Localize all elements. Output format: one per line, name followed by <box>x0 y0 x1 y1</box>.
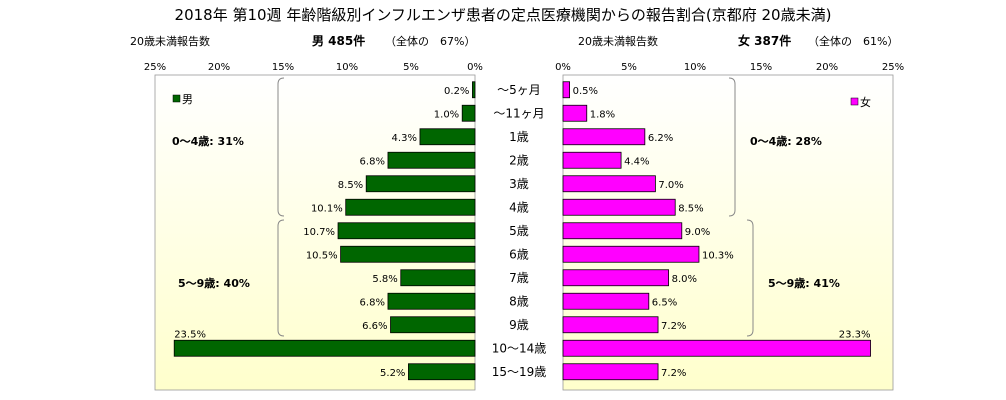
category-label: 1歳 <box>509 130 529 144</box>
female-value-label: 7.0% <box>658 180 683 191</box>
male-value-label: 4.3% <box>392 133 417 144</box>
category-label: 4歳 <box>509 200 529 214</box>
male-value-label: 6.6% <box>362 321 387 332</box>
female-value-label: 10.3% <box>702 250 734 261</box>
female-value-label: 8.0% <box>672 274 697 285</box>
female-value-label: 6.5% <box>652 297 677 308</box>
category-label: 10～14歳 <box>492 341 547 355</box>
male-summary: 男 485件 <box>312 33 365 48</box>
age-group-bracket <box>277 219 285 337</box>
age-group-bracket <box>746 219 754 337</box>
female-summary-share: （全体の 61%） <box>808 34 898 48</box>
female-x-tick-label: 15% <box>750 62 772 73</box>
female-legend-swatch <box>850 97 859 106</box>
female-x-tick-label: 10% <box>684 62 706 73</box>
male-value-label: 10.1% <box>311 203 343 214</box>
male-value-label: 8.5% <box>338 180 363 191</box>
female-x-tick-label: 25% <box>882 62 904 73</box>
male-bar <box>408 363 476 381</box>
male-caption: 20歳未満報告数 <box>130 35 210 48</box>
female-x-tick-label: 20% <box>816 62 838 73</box>
male-bar <box>173 339 476 357</box>
female-bar <box>562 363 659 381</box>
category-label: 2歳 <box>509 153 529 167</box>
male-bar <box>472 81 476 99</box>
female-bar <box>562 245 700 263</box>
female-summary: 女 387件 <box>738 33 791 48</box>
female-bar <box>562 339 871 357</box>
category-label: 6歳 <box>509 247 529 261</box>
female-bar <box>562 128 646 146</box>
male-bar <box>390 316 476 334</box>
female-value-label: 6.2% <box>648 133 673 144</box>
female-bar <box>562 292 650 310</box>
male-value-label: 6.8% <box>360 297 385 308</box>
male-legend-swatch <box>172 94 181 103</box>
male-value-label: 6.8% <box>360 156 385 167</box>
male-legend-label: 男 <box>182 93 193 106</box>
male-bar <box>365 175 476 193</box>
male-x-tick-label: 15% <box>272 62 294 73</box>
category-label: 8歳 <box>509 294 529 308</box>
category-label: 3歳 <box>509 177 529 191</box>
male-bar <box>340 245 476 263</box>
female-bar <box>562 198 676 216</box>
female-group-label-0-4: 0～4歳: 28% <box>750 134 822 148</box>
male-x-tick-label: 20% <box>208 62 230 73</box>
female-value-label: 4.4% <box>624 156 649 167</box>
female-bar <box>562 316 659 334</box>
female-bar <box>562 175 656 193</box>
female-legend-label: 女 <box>860 95 871 109</box>
female-value-label: 1.8% <box>590 109 615 120</box>
male-value-label: 23.5% <box>174 329 206 340</box>
female-bar <box>562 269 669 287</box>
male-bar <box>337 222 476 240</box>
male-x-tick-label: 10% <box>336 62 358 73</box>
female-x-tick-label: 0% <box>555 62 571 73</box>
category-label: ～5ヶ月 <box>497 83 541 97</box>
male-group-label-0-4: 0～4歳: 31% <box>172 134 244 148</box>
category-label: ～11ヶ月 <box>493 106 544 120</box>
male-value-label: 0.2% <box>444 86 469 97</box>
female-group-label-5-9: 5～9歳: 41% <box>768 276 840 290</box>
male-bar <box>419 128 476 146</box>
female-value-label: 8.5% <box>678 203 703 214</box>
female-value-label: 7.2% <box>661 321 686 332</box>
chart-title: 2018年 第10週 年齢階級別インフルエンザ患者の定点医療機関からの報告割合(… <box>175 6 832 24</box>
male-bar <box>461 104 476 122</box>
male-bar <box>387 292 476 310</box>
female-value-label: 7.2% <box>661 368 686 379</box>
female-bar <box>562 222 683 240</box>
category-label: 15～19歳 <box>492 365 547 379</box>
age-group-bracket <box>728 77 736 217</box>
category-label: 5歳 <box>509 224 529 238</box>
male-value-label: 5.2% <box>380 368 405 379</box>
female-value-label: 9.0% <box>685 227 710 238</box>
female-bar <box>562 104 588 122</box>
female-bar <box>562 81 570 99</box>
male-value-label: 1.0% <box>434 109 459 120</box>
female-bar <box>562 151 622 169</box>
category-label: 9歳 <box>509 318 529 332</box>
male-value-label: 10.5% <box>306 250 338 261</box>
male-value-label: 10.7% <box>303 227 335 238</box>
male-group-label-5-9: 5～9歳: 40% <box>178 276 250 290</box>
female-value-label: 23.3% <box>839 329 871 340</box>
male-x-tick-label: 25% <box>144 62 166 73</box>
male-x-tick-label: 0% <box>467 62 483 73</box>
male-x-tick-label: 5% <box>403 62 419 73</box>
male-value-label: 5.8% <box>372 274 397 285</box>
male-summary-share: （全体の 67%） <box>385 34 475 48</box>
category-label: 7歳 <box>509 271 529 285</box>
female-x-tick-label: 5% <box>621 62 637 73</box>
male-bar <box>400 269 476 287</box>
female-caption: 20歳未満報告数 <box>578 35 658 48</box>
age-group-bracket <box>277 77 285 217</box>
male-bar <box>387 151 476 169</box>
female-value-label: 0.5% <box>573 86 598 97</box>
male-bar <box>345 198 476 216</box>
